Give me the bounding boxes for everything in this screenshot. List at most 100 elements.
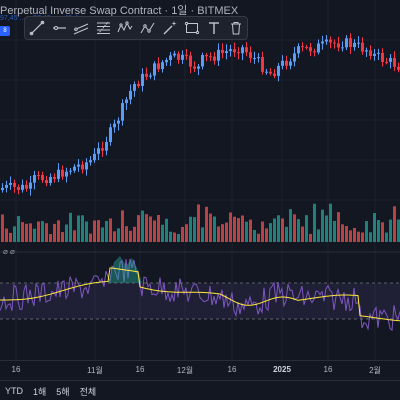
candle-body	[333, 42, 336, 44]
volume-bar	[385, 232, 388, 242]
legend-badge[interactable]: 8	[0, 26, 10, 36]
volume-bar	[297, 219, 300, 242]
candle-body	[313, 51, 316, 53]
volume-bar	[89, 233, 92, 242]
candle-body	[309, 47, 312, 52]
volume-bar	[37, 221, 40, 242]
horizontal-ray-icon[interactable]	[48, 17, 69, 39]
candle-body	[277, 65, 280, 76]
volume-bar	[69, 212, 72, 242]
volume-bar	[53, 223, 56, 242]
indicator-legend[interactable]: ⌀ ⌀	[3, 247, 15, 256]
candle-body	[57, 169, 60, 179]
candle-body	[221, 49, 224, 53]
range-button[interactable]: 5해	[56, 386, 70, 397]
rectangle-icon[interactable]	[181, 17, 202, 39]
volume-bar	[41, 221, 44, 242]
volume-bar	[137, 215, 140, 242]
volume-bar	[149, 216, 152, 242]
candle-body	[393, 57, 396, 67]
delete-icon[interactable]	[226, 17, 247, 39]
volume-bar	[213, 216, 216, 242]
text-icon[interactable]	[204, 17, 225, 39]
volume-bar	[309, 233, 312, 242]
candle-body	[233, 49, 236, 53]
candle-body	[17, 186, 20, 190]
candle-body	[361, 42, 364, 52]
candle-body	[329, 39, 332, 43]
volume-bar	[305, 215, 308, 242]
volume-bar	[205, 206, 208, 242]
candle-body	[25, 184, 28, 189]
candle-body	[149, 75, 152, 77]
candle-body	[181, 54, 184, 60]
candle-body	[385, 61, 388, 63]
candle-body	[21, 184, 24, 190]
volume-bar	[341, 224, 344, 242]
candle-body	[337, 43, 340, 48]
volume-bar	[45, 223, 48, 242]
candle-body	[389, 57, 392, 62]
volume-bar	[93, 220, 96, 242]
candle-body	[177, 53, 180, 60]
volume-bar	[101, 227, 104, 242]
range-button[interactable]: 1해	[33, 386, 47, 397]
magic-wand-icon[interactable]	[159, 17, 180, 39]
path-icon[interactable]	[137, 17, 158, 39]
pattern-icon[interactable]	[115, 17, 136, 39]
fib-retracement-icon[interactable]	[93, 17, 114, 39]
range-button[interactable]: YTD	[5, 386, 23, 396]
candle-body	[173, 53, 176, 56]
candle-body	[9, 182, 12, 185]
volume-bar	[125, 226, 128, 242]
candle-body	[65, 171, 68, 177]
volume-bar	[113, 231, 116, 242]
candle-body	[37, 175, 40, 177]
volume-bar	[185, 224, 188, 242]
candle-body	[193, 66, 196, 69]
volume-bar	[261, 221, 264, 242]
volume-bar	[377, 220, 380, 242]
volume-bar	[129, 230, 132, 242]
candle-body	[93, 153, 96, 161]
volume-bar	[65, 224, 68, 242]
volume-bar	[25, 223, 28, 242]
time-axis[interactable]: 1611월1612월162025162월16	[0, 360, 400, 379]
time-axis-tick: 2월	[369, 366, 381, 375]
symbol-title[interactable]: Perpetual Inverse Swap Contract · 1일 · B…	[0, 5, 239, 17]
volume-bar	[109, 218, 112, 242]
volume-bar	[225, 222, 228, 242]
candle-body	[5, 184, 8, 188]
candle-body	[81, 164, 84, 170]
volume-bar	[197, 204, 200, 242]
volume-bar	[269, 223, 272, 242]
volume-bar	[321, 209, 324, 242]
parallel-channel-icon[interactable]	[70, 17, 91, 39]
price-chart[interactable]	[0, 0, 400, 360]
candle-body	[13, 182, 16, 187]
range-button[interactable]: 전체	[79, 386, 97, 397]
candle-body	[113, 123, 116, 128]
volume-bar	[361, 232, 364, 242]
volume-bar	[5, 228, 8, 242]
candle-body	[73, 166, 76, 171]
trend-line-icon[interactable]	[26, 17, 47, 39]
candle-body	[117, 120, 120, 124]
volume-bar	[169, 231, 172, 242]
candle-body	[85, 162, 88, 170]
volume-bar	[117, 228, 120, 242]
candle-body	[301, 46, 304, 48]
volume-bar	[81, 215, 84, 242]
candle-body	[41, 175, 44, 181]
candle-body	[137, 84, 140, 86]
candle-body	[145, 73, 148, 77]
time-axis-tick: 11월	[87, 366, 103, 375]
candle-body	[61, 169, 64, 177]
volume-bar	[173, 232, 176, 242]
range-bar: YTD 1해 5해 전체	[0, 380, 400, 400]
candle-body	[133, 84, 136, 91]
candle-body	[241, 47, 244, 54]
volume-bar	[209, 213, 212, 242]
volume-bar	[325, 215, 328, 242]
volume-bar	[265, 228, 268, 242]
